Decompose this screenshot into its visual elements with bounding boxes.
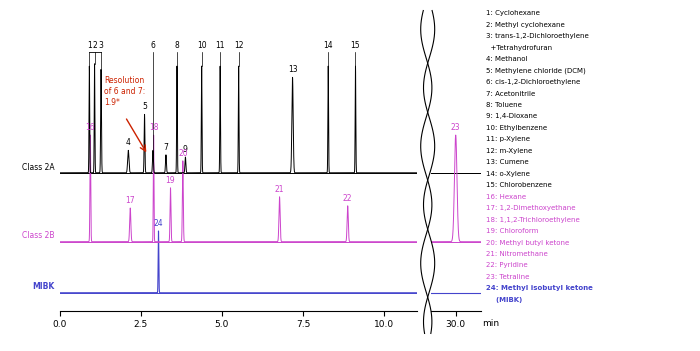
Text: 7: Acetonitrile: 7: Acetonitrile	[486, 91, 536, 97]
Text: 24: 24	[154, 219, 163, 228]
Text: 15: 15	[351, 41, 360, 50]
Text: 15: Chlorobenzene: 15: Chlorobenzene	[486, 182, 552, 188]
Text: 24: Methyl isobutyl ketone: 24: Methyl isobutyl ketone	[486, 285, 594, 291]
Text: MIBK: MIBK	[32, 283, 55, 291]
Text: 18: 18	[149, 123, 158, 132]
Text: 5: 5	[142, 102, 147, 111]
Text: 10: Ethylbenzene: 10: Ethylbenzene	[486, 125, 547, 131]
Text: 13: 13	[288, 65, 298, 74]
Text: 10: 10	[197, 41, 206, 50]
Text: 23: Tetraline: 23: Tetraline	[486, 274, 530, 280]
Text: 21: Nitromethane: 21: Nitromethane	[486, 251, 548, 257]
Text: 17: 1,2-Dimethoxyethane: 17: 1,2-Dimethoxyethane	[486, 205, 576, 211]
Text: 13: Cumene: 13: Cumene	[486, 159, 529, 165]
Text: 2: Methyl cyclohexane: 2: Methyl cyclohexane	[486, 22, 566, 28]
Text: 16: 16	[85, 123, 95, 132]
Text: 18: 1,1,2-Trichloroethylene: 18: 1,1,2-Trichloroethylene	[486, 217, 580, 223]
Text: 4: Methanol: 4: Methanol	[486, 56, 528, 62]
Text: 21: 21	[275, 185, 284, 194]
Text: 12: 12	[234, 41, 244, 50]
Text: 1: 1	[87, 41, 92, 50]
Text: 14: o-Xylene: 14: o-Xylene	[486, 171, 531, 177]
Text: (MIBK): (MIBK)	[486, 297, 523, 303]
Text: 3: 3	[99, 41, 104, 50]
Text: 8: 8	[174, 41, 179, 50]
Text: 8: Toluene: 8: Toluene	[486, 102, 522, 108]
Text: 20: 20	[178, 149, 188, 158]
Text: 6: cis-1,2-Dichloroethylene: 6: cis-1,2-Dichloroethylene	[486, 79, 581, 85]
Text: 9: 1,4-Dioxane: 9: 1,4-Dioxane	[486, 113, 538, 119]
Text: Class 2A: Class 2A	[22, 163, 55, 172]
Text: 7: 7	[164, 143, 169, 152]
Text: 12: m-Xylene: 12: m-Xylene	[486, 148, 533, 154]
Text: min: min	[482, 319, 499, 329]
Text: 20: Methyl butyl ketone: 20: Methyl butyl ketone	[486, 239, 570, 245]
Text: 11: 11	[216, 41, 225, 50]
Text: 17: 17	[125, 196, 135, 205]
Text: Resolution
of 6 and 7:
1.9*: Resolution of 6 and 7: 1.9*	[104, 76, 146, 107]
Text: 9: 9	[183, 145, 188, 154]
Text: 22: Pyridine: 22: Pyridine	[486, 263, 528, 269]
Text: 19: Chloroform: 19: Chloroform	[486, 228, 539, 234]
Text: 11: p-Xylene: 11: p-Xylene	[486, 137, 531, 143]
Text: 19: 19	[166, 176, 175, 185]
Text: 3: trans-1,2-Dichloroethylene: 3: trans-1,2-Dichloroethylene	[486, 33, 589, 39]
Text: 23: 23	[451, 123, 461, 132]
Text: 6: 6	[150, 41, 155, 50]
Text: +Tetrahydrofuran: +Tetrahydrofuran	[486, 45, 552, 51]
Text: 1: Cyclohexane: 1: Cyclohexane	[486, 11, 540, 16]
Text: 22: 22	[343, 194, 352, 203]
Text: 2: 2	[92, 41, 97, 50]
Text: 16: Hexane: 16: Hexane	[486, 194, 526, 200]
Text: Class 2B: Class 2B	[22, 231, 55, 240]
Text: 5: Methylene chloride (DCM): 5: Methylene chloride (DCM)	[486, 68, 587, 74]
Text: 14: 14	[323, 41, 333, 50]
Text: 4: 4	[126, 138, 131, 147]
